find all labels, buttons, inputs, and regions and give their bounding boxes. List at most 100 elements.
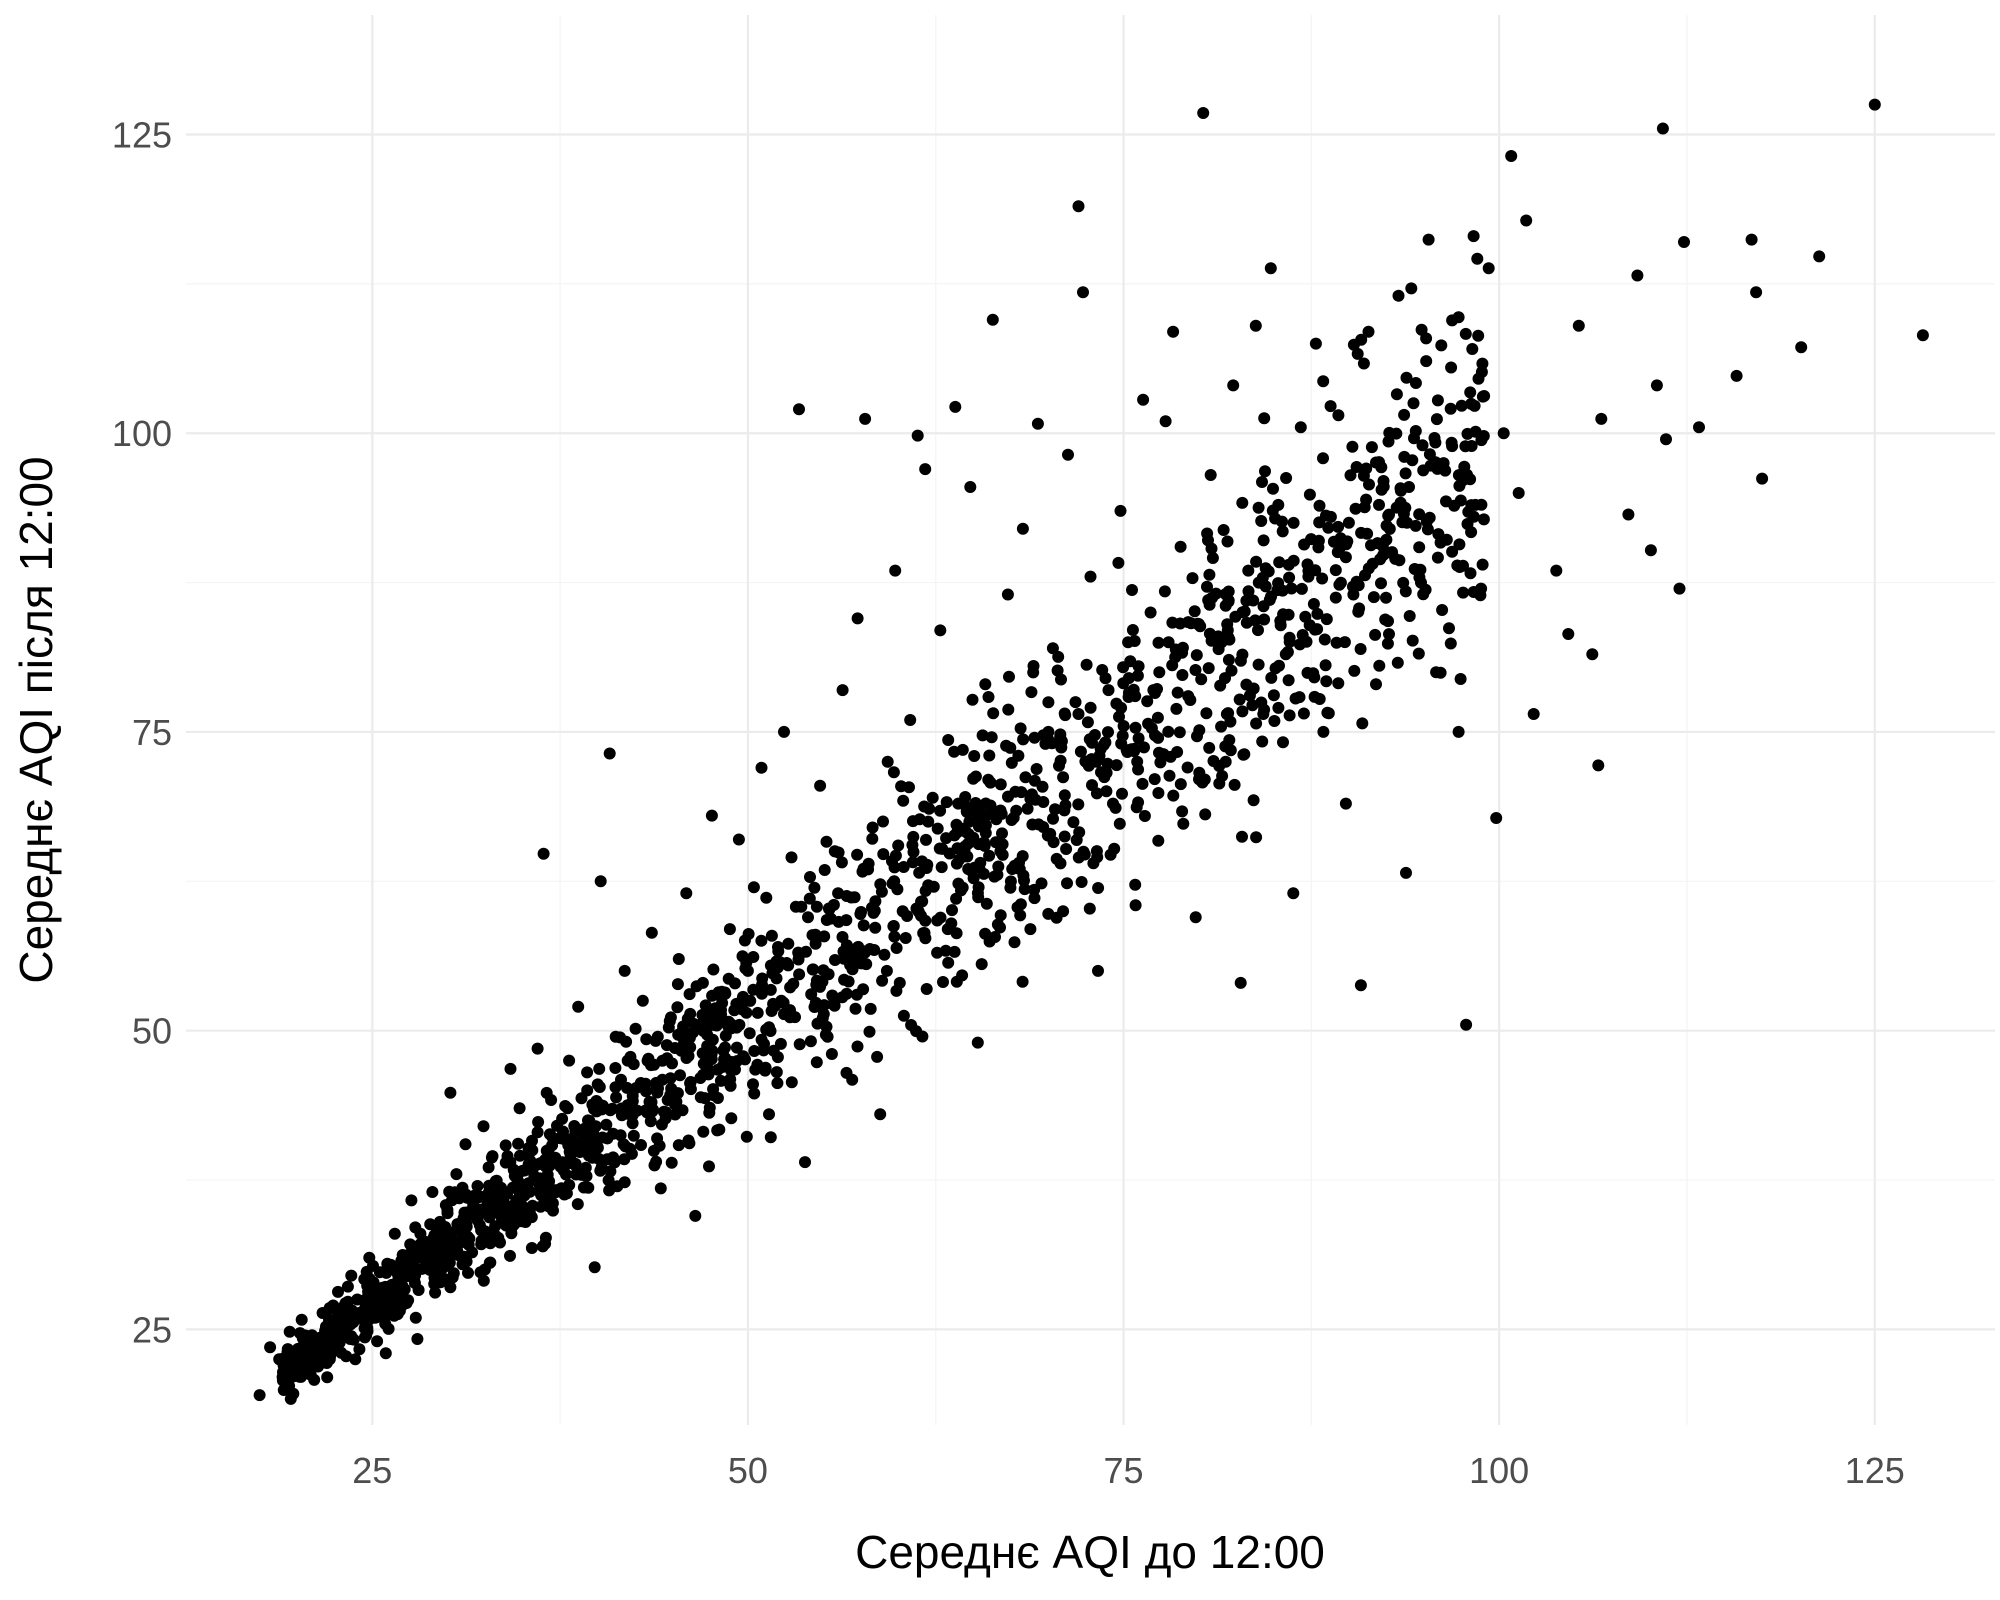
- scatter-point: [1016, 522, 1029, 535]
- scatter-point: [747, 1078, 759, 1091]
- scatter-point: [1152, 787, 1165, 799]
- scatter-point: [1354, 979, 1367, 992]
- scatter-point: [665, 1156, 678, 1169]
- scatter-point: [525, 1242, 538, 1254]
- scatter-point: [1092, 882, 1105, 894]
- scatter-point: [765, 1005, 778, 1017]
- scatter-point: [835, 856, 848, 869]
- scatter-point: [680, 887, 693, 900]
- scatter-point: [1435, 339, 1448, 352]
- scatter-point: [1403, 610, 1416, 622]
- scatter-point: [645, 926, 658, 939]
- scatter-point: [609, 1081, 622, 1094]
- x-axis-tick-labels: 25 50 75 100 125: [352, 1450, 1905, 1491]
- scatter-point: [904, 714, 917, 726]
- scatter-point: [846, 963, 859, 976]
- scatter-point: [1249, 614, 1262, 627]
- scatter-point: [1129, 899, 1142, 912]
- scatter-point: [1318, 633, 1331, 646]
- scatter-point: [1205, 542, 1218, 555]
- scatter-point: [1459, 327, 1472, 340]
- scatter-point: [572, 1000, 585, 1013]
- scatter-point: [1126, 624, 1139, 636]
- scatter-point: [715, 985, 728, 998]
- scatter-point: [626, 1117, 639, 1130]
- scatter-point: [1252, 624, 1264, 637]
- scatter-point: [1365, 539, 1377, 552]
- scatter-point: [1026, 818, 1039, 831]
- scatter-point: [1461, 427, 1474, 440]
- scatter-point: [934, 911, 947, 924]
- scatter-point: [836, 931, 849, 943]
- scatter-point: [948, 945, 961, 958]
- scatter-point: [1319, 659, 1332, 672]
- scatter-point: [1381, 637, 1394, 650]
- scatter-point: [1471, 252, 1484, 265]
- scatter-point: [513, 1102, 526, 1115]
- scatter-point: [1085, 753, 1098, 766]
- scatter-point: [1049, 803, 1061, 816]
- scatter-point: [772, 945, 785, 958]
- scatter-point: [933, 842, 946, 855]
- scatter-point: [840, 987, 853, 1000]
- scatter-point: [984, 776, 997, 789]
- scatter-point: [1353, 602, 1366, 615]
- scatter-point: [972, 820, 985, 833]
- scatter-point: [840, 890, 853, 902]
- scatter-point: [1152, 834, 1165, 847]
- scatter-point: [1055, 673, 1067, 686]
- scatter-point: [1377, 480, 1390, 493]
- scatter-point: [1250, 717, 1263, 730]
- scatter-point: [1234, 654, 1247, 667]
- scatter-point: [703, 1006, 716, 1019]
- scatter-point: [1057, 771, 1070, 784]
- scatter-point: [1008, 936, 1021, 949]
- scatter-point: [1144, 606, 1157, 619]
- scatter-point: [283, 1359, 295, 1372]
- scatter-point: [697, 1068, 710, 1081]
- scatter-point: [763, 1108, 775, 1121]
- scatter-point: [1273, 556, 1286, 569]
- scatter-point: [649, 1034, 662, 1047]
- scatter-point: [1247, 794, 1260, 807]
- scatter-point: [756, 978, 768, 991]
- scatter-point: [816, 975, 829, 988]
- scatter-point: [1042, 907, 1055, 920]
- scatter-point: [1058, 830, 1071, 843]
- scatter-point: [1219, 599, 1232, 612]
- scatter-point: [764, 983, 777, 996]
- scatter-point: [1430, 413, 1443, 426]
- scatter-point: [505, 1227, 518, 1240]
- scatter-point: [1113, 710, 1125, 723]
- scatter-point: [1390, 388, 1403, 401]
- scatter-point: [614, 1031, 626, 1044]
- scatter-point: [989, 836, 1002, 849]
- scatter-point: [1287, 554, 1300, 567]
- scatter-point: [778, 725, 790, 738]
- scatter-point: [1420, 355, 1433, 368]
- scatter-point: [1199, 808, 1212, 821]
- scatter-point: [507, 1163, 520, 1176]
- scatter-point: [1145, 722, 1158, 735]
- scatter-point: [1317, 725, 1330, 738]
- scatter-point: [388, 1227, 401, 1240]
- scatter-point: [1374, 553, 1387, 566]
- scatter-point: [871, 1050, 884, 1063]
- scatter-point: [804, 1035, 817, 1048]
- scatter-point: [1059, 799, 1072, 812]
- scatter-point: [383, 1307, 396, 1320]
- scatter-point: [1005, 756, 1018, 769]
- scatter-point: [1018, 874, 1030, 887]
- scatter-point: [648, 1159, 661, 1172]
- scatter-point: [604, 1165, 617, 1178]
- scatter-point: [1159, 415, 1172, 428]
- scatter-point: [1482, 262, 1495, 275]
- scatter-point: [807, 963, 820, 976]
- scatter-point: [1072, 798, 1085, 811]
- scatter-point: [725, 1112, 738, 1125]
- scatter-point: [942, 734, 955, 746]
- scatter-point: [926, 791, 939, 804]
- scatter-point: [1750, 286, 1763, 299]
- scatter-point: [913, 813, 926, 826]
- scatter-point: [615, 1109, 628, 1122]
